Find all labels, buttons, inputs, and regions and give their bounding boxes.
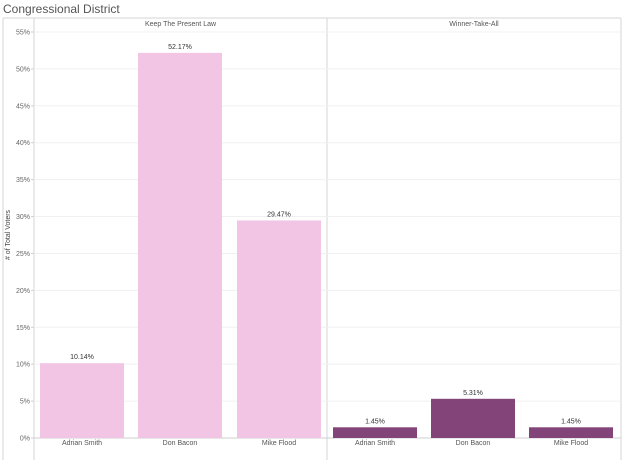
- y-tick-label: 50%: [16, 66, 30, 73]
- y-tick-label: 15%: [16, 325, 30, 332]
- category-label: Don Bacon: [163, 440, 198, 447]
- chart-panels: Keep The Present Law 10.14% Adrian Smith 52…: [40, 21, 613, 447]
- panel-winner-take-all: Winner-Take-All 1.45% Adrian Smith 5.31% Don…: [333, 21, 613, 447]
- category-label: Adrian Smith: [355, 440, 395, 447]
- data-label: 1.45%: [365, 418, 385, 425]
- bar: [333, 427, 417, 438]
- data-label: 10.14%: [70, 354, 94, 361]
- bar: [237, 220, 321, 438]
- y-tick-label: 30%: [16, 214, 30, 221]
- data-label: 29.47%: [267, 211, 291, 218]
- y-tick-label: 10%: [16, 362, 30, 369]
- bar: [529, 427, 613, 438]
- y-tick-label: 55%: [16, 30, 30, 37]
- y-axis-label: # of Total Voters: [5, 209, 12, 260]
- category-label: Mike Flood: [262, 440, 296, 447]
- category-label: Mike Flood: [554, 440, 588, 447]
- y-tick-label: 40%: [16, 140, 30, 147]
- y-tick-label: 5%: [20, 399, 30, 406]
- category-label: Don Bacon: [456, 440, 491, 447]
- data-label: 52.17%: [168, 44, 192, 51]
- gridlines: [34, 31, 621, 402]
- y-axis: 0% 5% 10% 15% 20% 25% 30% 35% 40% 45% 50% 55%: [16, 30, 34, 443]
- category-label: Adrian Smith: [62, 440, 102, 447]
- y-tick-label: 20%: [16, 288, 30, 295]
- panel-header: Winner-Take-All: [449, 21, 499, 28]
- bar: [138, 52, 222, 439]
- bar: [40, 363, 124, 438]
- data-label: 1.45%: [561, 418, 581, 425]
- y-tick-label: 0%: [20, 436, 30, 443]
- chart-title: Congressional District: [3, 2, 120, 16]
- bar: [431, 398, 515, 438]
- y-tick-label: 45%: [16, 103, 30, 110]
- y-tick-label: 25%: [16, 251, 30, 258]
- data-label: 5.31%: [463, 390, 483, 397]
- panel-keep-present-law: Keep The Present Law 10.14% Adrian Smith 52…: [40, 21, 321, 447]
- panel-header: Keep The Present Law: [145, 21, 217, 28]
- y-tick-label: 35%: [16, 177, 30, 184]
